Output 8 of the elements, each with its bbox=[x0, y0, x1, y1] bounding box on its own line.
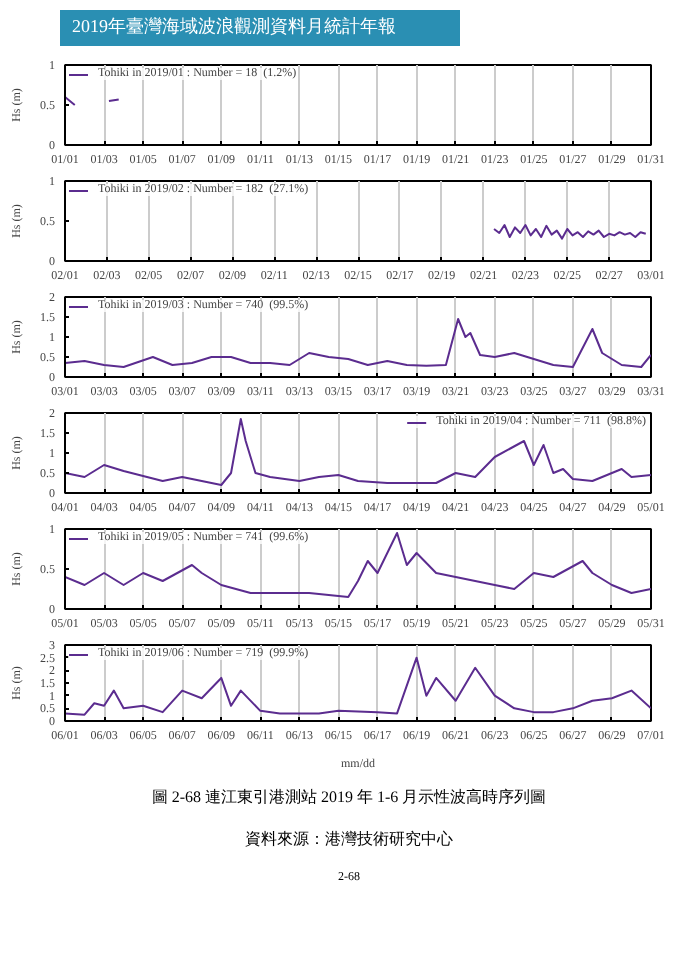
line-series bbox=[65, 656, 651, 716]
line-series bbox=[65, 318, 651, 368]
line-series bbox=[65, 418, 651, 486]
caption: 圖 2-68 連江東引港測站 2019 年 1-6 月示性波高時序列圖 bbox=[151, 786, 547, 809]
source-note: 資料來源：港灣技術研究中心 bbox=[245, 828, 453, 851]
line-series bbox=[493, 224, 647, 240]
line-series bbox=[65, 532, 651, 598]
chart-title: 2019年臺灣海域波浪觀測資料月統計年報 bbox=[72, 14, 396, 40]
